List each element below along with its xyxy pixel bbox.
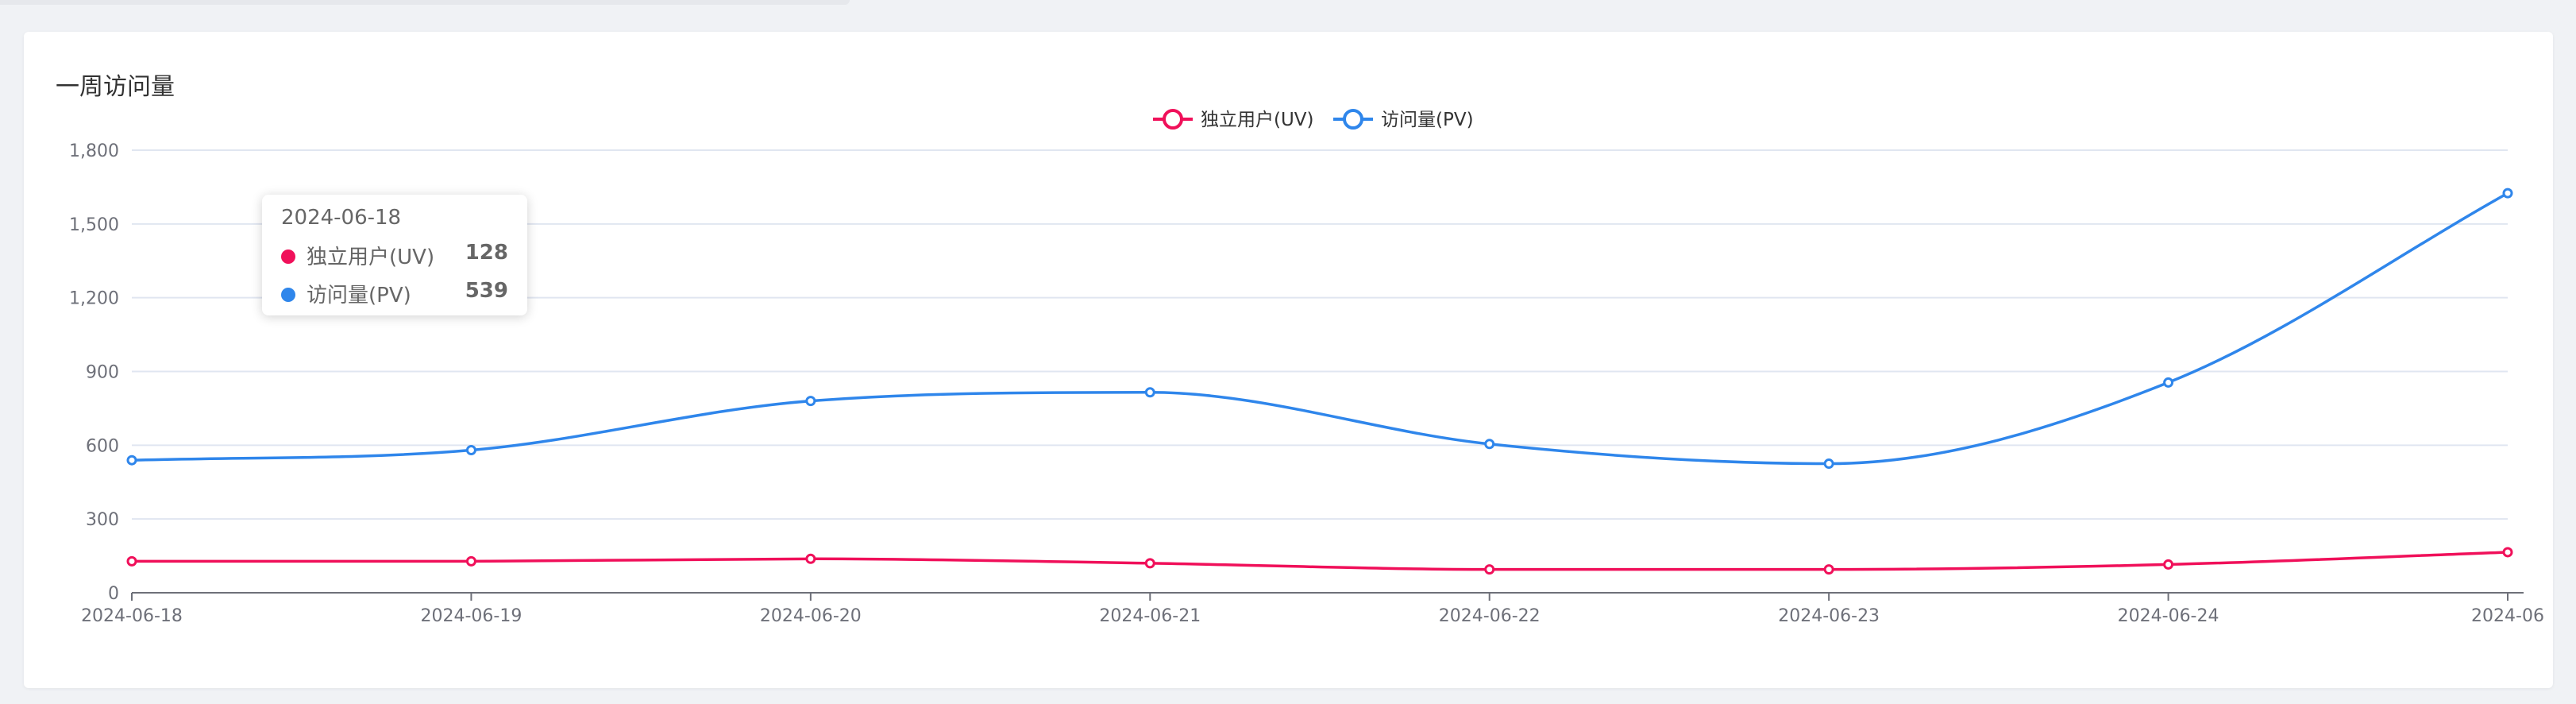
x-tick-label: 2024-06-24 [2118,606,2219,626]
chart-tooltip: 2024-06-18 独立用户(UV) 128 访问量(PV) 539 [262,195,527,315]
x-tick-label: 2024-06-22 [1439,606,1541,626]
data-point[interactable] [2502,547,2513,558]
x-tick-label: 2024-06-21 [1099,606,1201,626]
tooltip-row-pv: 访问量(PV) 539 [281,279,508,308]
y-tick-label: 300 [86,510,119,530]
data-point[interactable] [2163,377,2174,388]
y-tick-label: 900 [86,363,119,383]
data-point[interactable] [465,445,476,456]
x-tick-label: 2024-06-19 [420,606,522,626]
card-title: 一周访问量 [56,73,175,101]
series-line-1 [131,191,2509,466]
tooltip-pv-value: 539 [465,279,508,303]
data-point[interactable] [1484,439,1495,450]
y-tick-label: 1,200 [69,289,119,309]
legend-label[interactable]: 访问量(PV) [1381,110,1474,130]
data-point[interactable] [1484,564,1495,575]
data-point[interactable] [126,455,137,466]
tooltip-uv-value: 128 [465,241,508,265]
data-point[interactable] [1823,458,1834,470]
data-point[interactable] [1144,387,1155,398]
x-tick-label: 2024-06 [2471,606,2544,626]
y-tick-label: 600 [86,436,119,456]
tooltip-uv-name: 独立用户(UV) [307,246,435,269]
data-point[interactable] [2502,188,2513,199]
tooltip-row-uv: 独立用户(UV) 128 [281,241,508,269]
data-point[interactable] [1823,564,1834,575]
tooltip-pv-name: 访问量(PV) [307,284,411,308]
y-tick-label: 1,800 [69,141,119,161]
tooltip-pv-dot-icon [281,288,295,302]
tooltip-uv-dot-icon [281,249,295,264]
x-tick-label: 2024-06-23 [1778,606,1880,626]
legend-label[interactable]: 独立用户(UV) [1201,110,1314,130]
x-tick-label: 2024-06-18 [81,606,183,626]
legend-marker-icon [1163,109,1183,130]
y-tick-label: 0 [108,584,119,604]
data-point[interactable] [126,555,137,567]
top-tab-strip [0,0,850,5]
x-tick-label: 2024-06-20 [760,606,862,626]
y-tick-label: 1,500 [69,215,119,235]
chart-card: 一周访问量 0 300 600 900 1,200 1,500 1,800 2024-06-1… [24,32,2553,688]
data-point[interactable] [465,555,476,567]
tooltip-title: 2024-06-18 [281,206,402,230]
data-point[interactable] [1144,558,1155,569]
data-point[interactable] [805,553,816,564]
data-point[interactable] [805,396,816,407]
legend-marker-icon [1343,109,1363,130]
series-line-0 [132,551,2509,571]
data-point[interactable] [2163,559,2174,570]
